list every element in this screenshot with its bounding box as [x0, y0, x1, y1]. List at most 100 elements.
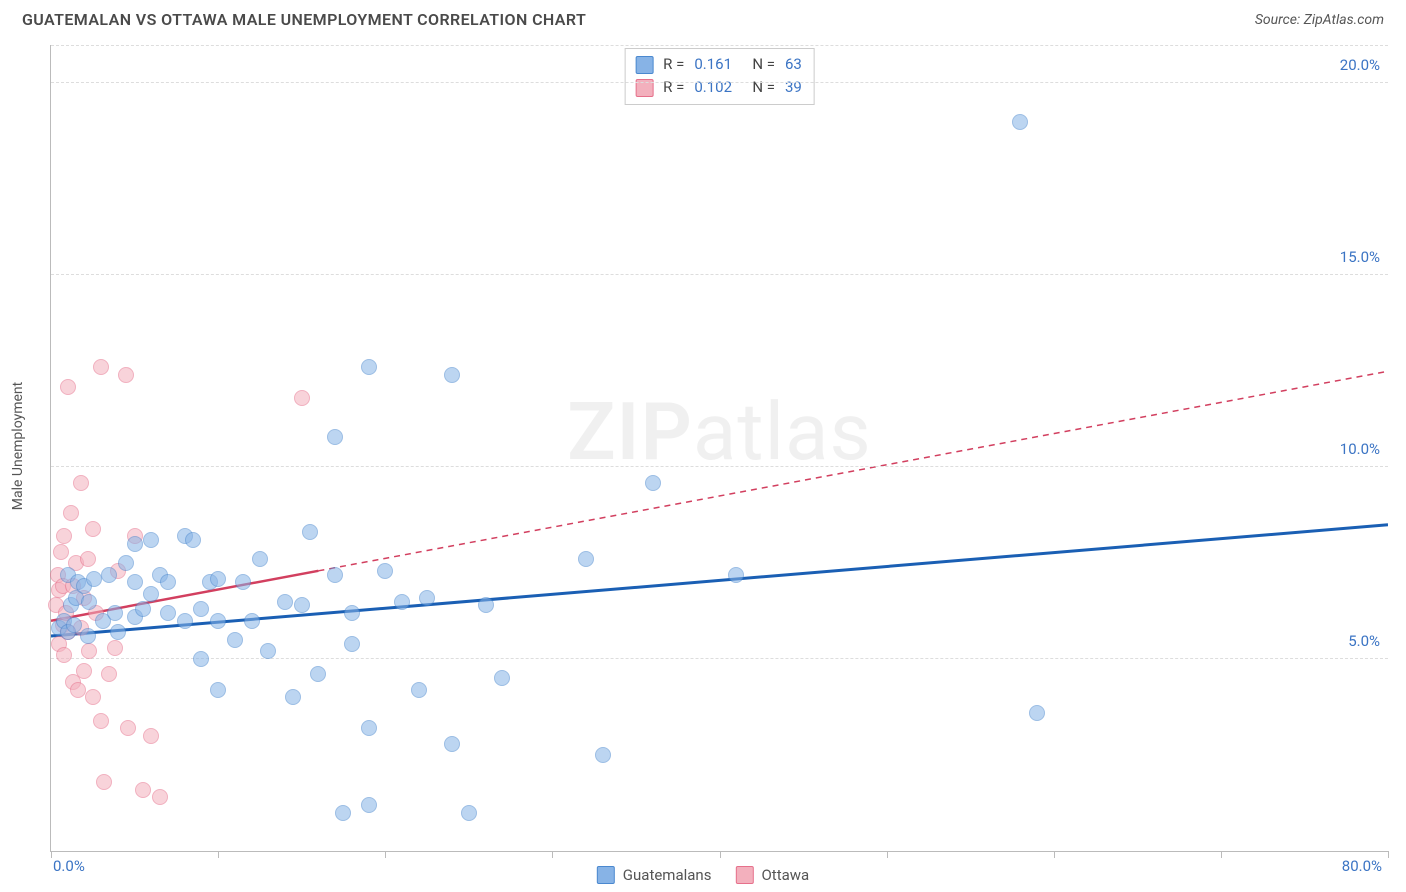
data-point	[120, 720, 136, 736]
data-point	[143, 586, 159, 602]
x-tick	[887, 851, 888, 858]
data-point	[185, 532, 201, 548]
legend-label: Guatemalans	[623, 866, 712, 884]
data-point	[294, 390, 310, 406]
data-point	[110, 624, 126, 640]
data-point	[118, 555, 134, 571]
data-point	[210, 682, 226, 698]
data-point	[461, 805, 477, 821]
data-point	[118, 367, 134, 383]
x-tick	[218, 851, 219, 858]
gridline	[51, 466, 1388, 467]
data-point	[60, 379, 76, 395]
gridline	[51, 274, 1388, 275]
gridline	[51, 45, 1388, 46]
data-point	[56, 647, 72, 663]
legend-label: Ottawa	[761, 866, 809, 884]
data-point	[53, 544, 69, 560]
data-point	[310, 666, 326, 682]
x-tick	[552, 851, 553, 858]
data-point	[361, 359, 377, 375]
r-value: 0.102	[694, 76, 742, 99]
data-point	[70, 682, 86, 698]
data-point	[93, 359, 109, 375]
scatter-plot-area: ZIPatlas R =0.161N =63R =0.102N =39 0.0%…	[50, 45, 1388, 852]
data-point	[127, 536, 143, 552]
n-label: N =	[752, 76, 775, 99]
regression-row: R =0.161N =63	[635, 53, 802, 76]
data-point	[81, 594, 97, 610]
data-point	[302, 524, 318, 540]
data-point	[444, 736, 460, 752]
x-tick	[1054, 851, 1055, 858]
data-point	[327, 567, 343, 583]
data-point	[227, 632, 243, 648]
data-point	[127, 574, 143, 590]
data-point	[101, 567, 117, 583]
data-point	[244, 613, 260, 629]
data-point	[335, 805, 351, 821]
data-point	[344, 605, 360, 621]
data-point	[101, 666, 117, 682]
regression-legend: R =0.161N =63R =0.102N =39	[624, 48, 815, 105]
chart-source: Source: ZipAtlas.com	[1255, 12, 1384, 28]
n-value: 39	[785, 76, 802, 99]
data-point	[160, 574, 176, 590]
data-point	[152, 789, 168, 805]
data-point	[595, 747, 611, 763]
data-point	[66, 617, 82, 633]
data-point	[86, 571, 102, 587]
x-tick	[1221, 851, 1222, 858]
data-point	[210, 571, 226, 587]
n-value: 63	[785, 53, 802, 76]
chart-title: GUATEMALAN VS OTTAWA MALE UNEMPLOYMENT C…	[22, 10, 586, 29]
legend-item: Guatemalans	[597, 866, 712, 884]
data-point	[135, 601, 151, 617]
data-point	[327, 429, 343, 445]
data-point	[193, 651, 209, 667]
data-point	[107, 605, 123, 621]
data-point	[160, 605, 176, 621]
data-point	[294, 597, 310, 613]
gridline	[51, 658, 1388, 659]
data-point	[63, 505, 79, 521]
data-point	[394, 594, 410, 610]
data-point	[578, 551, 594, 567]
data-point	[1012, 114, 1028, 130]
x-tick	[385, 851, 386, 858]
chart-header: GUATEMALAN VS OTTAWA MALE UNEMPLOYMENT C…	[0, 0, 1406, 35]
data-point	[143, 728, 159, 744]
data-point	[93, 713, 109, 729]
series-swatch	[597, 866, 615, 884]
data-point	[235, 574, 251, 590]
y-tick-label: 15.0%	[1340, 248, 1380, 266]
data-point	[260, 643, 276, 659]
x-axis-max-label: 80.0%	[1342, 857, 1382, 875]
series-swatch	[735, 866, 753, 884]
data-point	[80, 551, 96, 567]
data-point	[210, 613, 226, 629]
data-point	[377, 563, 393, 579]
gridline	[51, 82, 1388, 83]
data-point	[344, 636, 360, 652]
data-point	[361, 720, 377, 736]
y-tick-label: 5.0%	[1348, 632, 1380, 650]
data-point	[361, 797, 377, 813]
x-tick	[51, 851, 52, 858]
r-value: 0.161	[694, 53, 742, 76]
data-point	[252, 551, 268, 567]
data-point	[56, 528, 72, 544]
data-point	[73, 475, 89, 491]
r-label: R =	[663, 53, 684, 76]
regression-row: R =0.102N =39	[635, 76, 802, 99]
data-point	[177, 613, 193, 629]
legend-item: Ottawa	[735, 866, 809, 884]
data-point	[96, 774, 112, 790]
data-point	[494, 670, 510, 686]
data-point	[76, 663, 92, 679]
data-point	[411, 682, 427, 698]
data-point	[285, 689, 301, 705]
data-point	[444, 367, 460, 383]
data-point	[193, 601, 209, 617]
y-tick-label: 10.0%	[1340, 440, 1380, 458]
